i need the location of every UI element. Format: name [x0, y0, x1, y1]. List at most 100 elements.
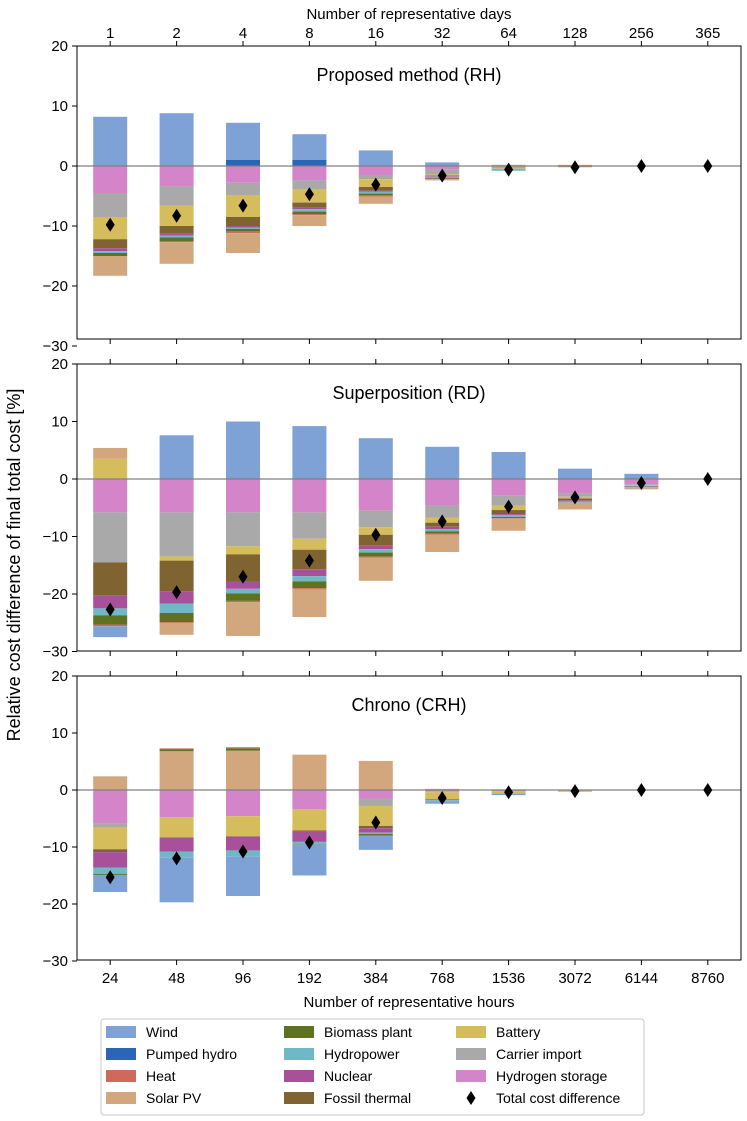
- bar-carrier-import-384: [358, 510, 393, 528]
- y-tick-label: −30: [43, 953, 68, 970]
- bar-hydrogen-storage-48: [159, 479, 194, 513]
- y-tick-label: −30: [43, 338, 68, 355]
- top-tick-label: 2: [172, 25, 180, 42]
- top-tick-label: 128: [562, 25, 587, 42]
- bar-nuclear-96: [226, 226, 260, 228]
- bar-battery-48: [159, 556, 194, 561]
- y-tick-label: −10: [43, 529, 68, 546]
- bar-hydrogen-storage-96: [226, 479, 260, 513]
- legend-swatch-carrier-import: [456, 1048, 486, 1060]
- bar-biomass-plant-384: [358, 833, 393, 836]
- bar-nuclear-384: [358, 828, 393, 833]
- bar-hydrogen-storage-24: [93, 790, 128, 824]
- panel-frame: [76, 675, 742, 961]
- bar-nuclear-384: [358, 545, 393, 550]
- y-tick-label: 0: [60, 782, 68, 799]
- total-marker-48: [172, 208, 182, 223]
- bar-carrier-import-96: [226, 182, 260, 196]
- legend-marker-total-cost-difference: [466, 1091, 476, 1105]
- total-marker-6144: [636, 783, 646, 797]
- bar-carrier-import-24: [93, 823, 128, 828]
- bar-biomass-plant-192: [292, 211, 327, 214]
- bar-nuclear-1536: [491, 514, 526, 516]
- bar-hydrogen-storage-768: [425, 166, 460, 170]
- total-marker-8760: [703, 783, 713, 797]
- total-marker-768: [437, 790, 447, 805]
- bar-battery-192: [292, 538, 327, 550]
- bar-pumped-hydro-96: [226, 160, 260, 166]
- bar-hydropower-1536: [491, 515, 526, 517]
- bar-nuclear-96: [226, 836, 260, 851]
- bar-solar-pv-24: [93, 447, 128, 459]
- bar-hydrogen-storage-384: [358, 479, 393, 511]
- bar-hydrogen-storage-96: [226, 790, 260, 817]
- y-tick-label: −20: [43, 278, 68, 295]
- bar-carrier-import-24: [93, 193, 128, 217]
- bar-solar-pv-48: [159, 623, 194, 635]
- bar-heat-192: [292, 214, 327, 216]
- y-tick-label: 0: [60, 158, 68, 175]
- bar-heat-48: [159, 241, 194, 243]
- legend-label-hydrogen-storage: Hydrogen storage: [496, 1068, 608, 1084]
- bar-battery-48: [159, 817, 194, 838]
- bar-heat-768: [425, 533, 460, 535]
- total-marker-3072: [570, 490, 580, 505]
- total-marker-192: [304, 835, 314, 850]
- y-tick-label: 20: [51, 356, 68, 373]
- bar-biomass-plant-768: [425, 531, 460, 534]
- bar-battery-96: [226, 816, 260, 837]
- y-tick-label: 20: [51, 668, 68, 685]
- bar-fossil-thermal-24: [93, 562, 128, 596]
- legend-label-biomass-plant: Biomass plant: [324, 1024, 412, 1040]
- bar-battery-24: [93, 827, 128, 850]
- bar-solar-pv-192: [292, 589, 327, 617]
- bar-biomass-plant-96: [226, 748, 260, 751]
- bar-solar-pv-3072: [558, 502, 592, 510]
- panel-title: Proposed method (RH): [316, 65, 501, 85]
- bar-solar-pv-384: [358, 760, 393, 790]
- total-marker-1536: [504, 162, 514, 177]
- bar-hydropower-192: [292, 576, 327, 582]
- total-marker-24: [105, 602, 115, 617]
- total-marker-6144: [636, 476, 646, 491]
- total-marker-192: [304, 187, 314, 202]
- legend-swatch-biomass-plant: [284, 1026, 314, 1038]
- bar-solar-pv-48: [159, 242, 194, 264]
- bar-wind-24: [93, 116, 128, 166]
- bar-hydropower-384: [358, 549, 393, 553]
- bar-pumped-hydro-192: [292, 160, 327, 166]
- bar-wind-384: [358, 438, 393, 479]
- bar-heat-384: [358, 556, 393, 558]
- bottom-tick-label: 8760: [691, 970, 724, 987]
- total-marker-24: [105, 217, 115, 232]
- bar-heat-48: [159, 748, 194, 750]
- bar-wind-96: [226, 856, 260, 897]
- bar-wind-96: [226, 421, 260, 479]
- bar-carrier-import-96: [226, 512, 260, 547]
- bar-solar-pv-192: [292, 215, 327, 226]
- bar-solar-pv-1536: [491, 518, 526, 531]
- total-marker-1536: [504, 785, 514, 800]
- bottom-tick-label: 192: [297, 970, 322, 987]
- bar-wind-1536: [491, 451, 526, 479]
- bar-biomass-plant-48: [159, 612, 194, 623]
- y-axis-label: Relative cost difference of final total …: [4, 389, 24, 742]
- bar-heat-96: [226, 747, 260, 749]
- total-marker-96: [238, 844, 248, 859]
- bar-fossil-thermal-192: [292, 830, 327, 832]
- total-marker-8760: [703, 472, 713, 486]
- y-tick-label: −10: [43, 839, 68, 856]
- bar-hydrogen-storage-96: [226, 166, 260, 183]
- legend: Wind Pumped hydro Heat Solar PV Biomass plan…: [100, 1018, 645, 1116]
- bar-hydrogen-storage-192: [292, 479, 327, 513]
- bar-fossil-thermal-24: [93, 239, 128, 249]
- bar-wind-3072: [558, 468, 592, 479]
- panel-2: 20 10 0 −10 −20 −30 Superposition (RD): [43, 356, 742, 661]
- bar-heat-384: [358, 195, 393, 197]
- bar-battery-192: [292, 809, 327, 831]
- bar-hydropower-96: [226, 227, 260, 229]
- bottom-tick-label: 384: [363, 970, 388, 987]
- legend-label-pumped-hydro: Pumped hydro: [146, 1046, 237, 1062]
- bar-hydrogen-storage-48: [159, 790, 194, 818]
